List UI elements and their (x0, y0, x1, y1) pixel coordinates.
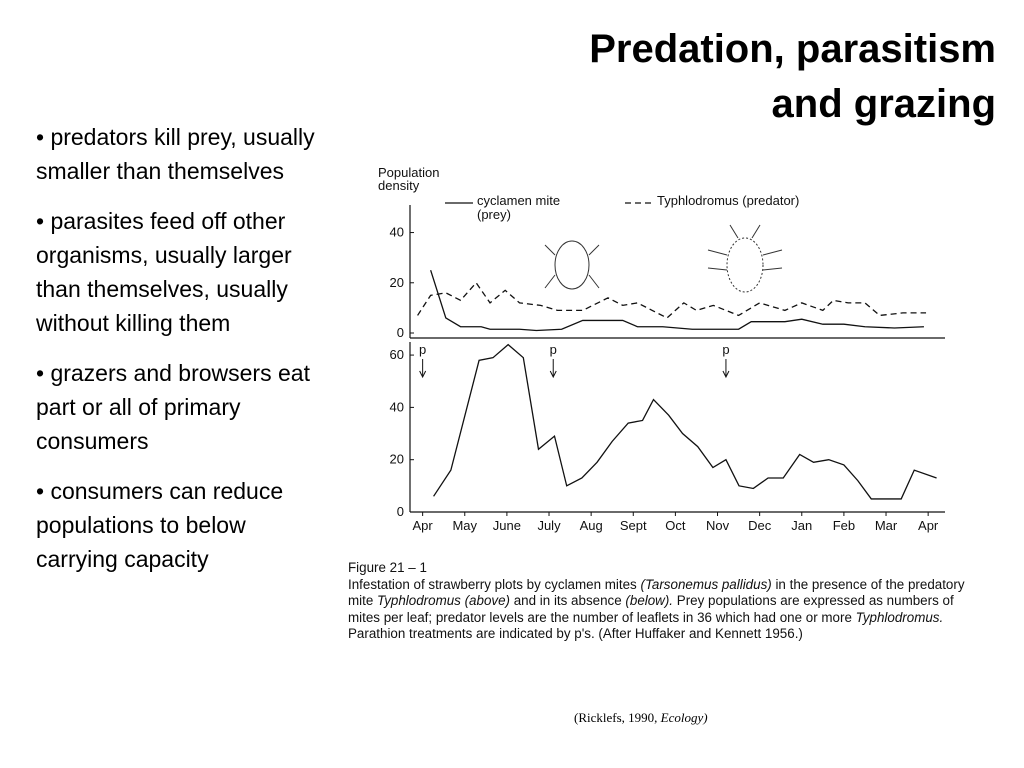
caption-run: (Tarsonemus pallidus) (640, 576, 772, 592)
legend-item: cyclamen mite (prey) (477, 194, 561, 222)
bullet: • consumers can reduce populations to be… (36, 478, 284, 572)
bullet: • predators kill prey, usually smaller t… (36, 124, 315, 184)
figure-caption: Figure 21 – 1 Infestation of strawberry p… (348, 560, 973, 643)
legend-label: Typhlodromus (predator) (657, 194, 800, 208)
annotation-label: p (550, 342, 557, 357)
annotation-arrowhead (549, 370, 557, 379)
y-axis-label: Population (378, 165, 439, 180)
x-tick-label: Apr (413, 518, 434, 533)
data-line (417, 281, 927, 319)
caption-run: in the presence of the predatory mite (348, 576, 965, 609)
x-tick-label: Sept (620, 518, 647, 533)
title-line: and grazing (771, 82, 996, 126)
x-tick-label: Oct (665, 518, 686, 533)
y-tick-label: 20 (390, 275, 404, 290)
y-axis-label: density (378, 178, 420, 193)
x-tick-label: Feb (833, 518, 855, 533)
data-line (430, 270, 924, 332)
legend-item: Typhlodromus (predator) (657, 194, 800, 208)
bullet: • grazers and browsers eat part or all o… (36, 360, 310, 454)
caption-run: Infestation of strawberry plots by cycla… (348, 576, 641, 592)
x-tick-label: Apr (918, 518, 939, 533)
annotation-arrowhead (419, 370, 427, 379)
x-tick-label: Dec (748, 518, 772, 533)
caption-text: Infestation of strawberry plots by cycla… (348, 577, 973, 643)
mite-illustration (544, 224, 783, 293)
annotation-arrowhead (722, 370, 730, 379)
x-tick-label: Nov (706, 518, 730, 533)
caption-run: and in its absence (510, 593, 626, 609)
x-tick-label: Jan (791, 518, 812, 533)
annotation-label: p (419, 342, 426, 357)
citation: (Ricklefs, 1990, Ecology) (574, 710, 708, 726)
x-tick-label: Mar (875, 518, 898, 533)
data-line (433, 343, 937, 500)
caption-run: Parathion treatments are indicated by p'… (348, 626, 803, 642)
caption-run: Prey populations are expressed as number… (348, 593, 954, 625)
y-tick-label: 20 (390, 452, 404, 467)
y-tick-label: 60 (390, 347, 404, 362)
caption-run: Typhlodromus. (855, 609, 944, 625)
x-tick-label: July (537, 518, 561, 533)
slide-title: Predation, parasitism and grazing (589, 22, 996, 132)
bullet: • parasites feed off other organisms, us… (36, 208, 292, 336)
title-line: Predation, parasitism (589, 27, 996, 71)
annotation-label: p (722, 342, 729, 357)
x-tick-label: May (452, 518, 477, 533)
y-tick-label: 40 (390, 399, 404, 414)
caption-run: (below). (625, 593, 674, 609)
x-tick-label: Aug (580, 518, 603, 533)
y-tick-label: 0 (397, 325, 404, 340)
caption-heading: Figure 21 – 1 (348, 560, 427, 575)
caption-run: Typhlodromus (above) (377, 593, 511, 609)
y-tick-label: 40 (390, 225, 404, 240)
y-tick-label: 0 (397, 504, 404, 519)
bullet-list: • predators kill prey, usually smaller t… (36, 120, 321, 592)
citation-run: Ecology) (660, 710, 708, 725)
citation-run: (Ricklefs, 1990, (574, 710, 661, 725)
legend-label: cyclamen mite (prey) (477, 194, 561, 222)
x-tick-label: June (493, 518, 521, 533)
